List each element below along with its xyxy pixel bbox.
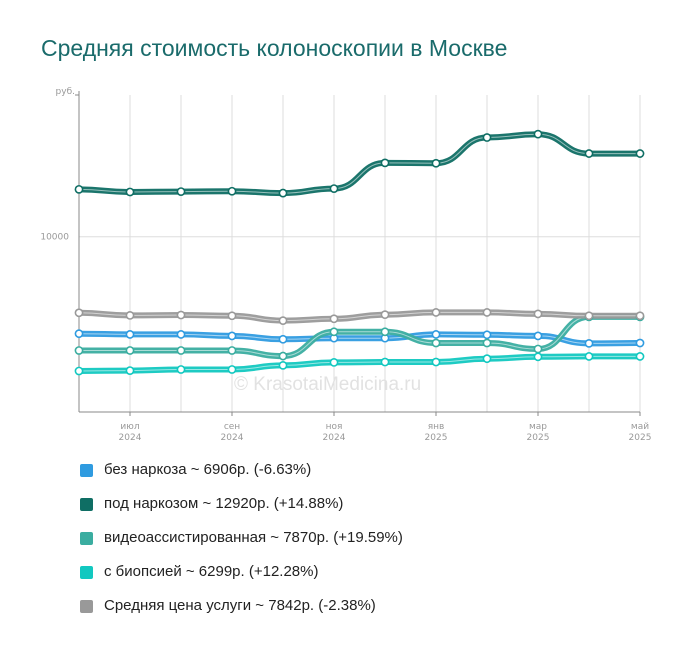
data-point: [74, 346, 84, 355]
data-point: [635, 311, 645, 321]
data-point: [227, 311, 237, 321]
data-point: [329, 327, 339, 337]
legend-label: под наркозом ~ 12920р. (+14.88%): [104, 495, 344, 512]
chart-points: [74, 129, 645, 376]
data-point: [635, 149, 645, 158]
x-tick-label-year: 2024: [221, 433, 244, 443]
data-point: [74, 308, 84, 318]
data-point: [176, 346, 186, 355]
data-point: [482, 338, 492, 348]
legend-label: с биопсией ~ 6299р. (+12.28%): [104, 563, 319, 580]
data-point: [125, 330, 135, 339]
data-point: [176, 365, 186, 374]
data-point: [176, 187, 186, 196]
x-tick-label-month: май: [631, 422, 649, 432]
data-point: [74, 366, 84, 376]
chart-title: Средняя стоимость колоноскопии в Москве: [41, 35, 508, 61]
line-chart: © KrasotaiMedicina.ru 10000руб.июл2024се…: [40, 87, 651, 443]
data-point: [278, 334, 288, 344]
x-tick-label-year: 2025: [425, 433, 448, 443]
data-point: [431, 330, 441, 339]
legend-item: без наркоза ~ 6906р. (-6.63%): [80, 459, 403, 493]
data-point: [584, 311, 594, 321]
data-point: [533, 344, 543, 354]
data-point: [482, 354, 492, 364]
data-point: [329, 314, 339, 324]
data-point: [584, 352, 594, 361]
data-point: [227, 365, 237, 374]
data-point: [125, 366, 135, 376]
data-point: [74, 329, 84, 339]
data-point: [380, 158, 390, 168]
x-tick-label-year: 2025: [527, 433, 550, 443]
data-point: [329, 357, 339, 367]
chart-legend: без наркоза ~ 6906р. (-6.63%) под наркозо…: [80, 459, 403, 629]
x-tick-label-year: 2024: [119, 433, 142, 443]
data-point: [125, 311, 135, 320]
data-point: [227, 186, 237, 196]
legend-label: без наркоза ~ 6906р. (-6.63%): [104, 461, 312, 478]
x-tick-label-year: 2024: [323, 433, 346, 443]
chart-axes: 10000руб.июл2024сен2024ноя2024янв2025мар…: [40, 87, 651, 443]
data-point: [125, 187, 135, 197]
data-point: [278, 351, 288, 361]
data-point: [227, 346, 237, 355]
data-point: [278, 360, 288, 370]
data-point: [431, 158, 441, 168]
x-tick-label-month: июл: [120, 422, 139, 432]
data-point: [533, 331, 543, 341]
data-point: [380, 310, 390, 320]
x-tick-label-month: ноя: [326, 422, 343, 432]
data-point: [482, 330, 492, 340]
legend-label: видеоассистированная ~ 7870р. (+19.59%): [104, 529, 403, 546]
data-point: [380, 327, 390, 337]
data-point: [635, 352, 645, 361]
series-line: [76, 131, 643, 197]
x-tick-label-month: сен: [224, 422, 240, 432]
series-line-highlight: [78, 333, 641, 344]
data-point: [635, 338, 645, 348]
legend-swatch: [80, 498, 93, 511]
x-tick-label-month: янв: [428, 422, 445, 432]
data-point: [380, 357, 390, 367]
x-tick-label-month: мар: [529, 422, 547, 432]
data-point: [176, 330, 186, 339]
data-point: [329, 184, 339, 194]
legend-swatch: [80, 532, 93, 545]
data-point: [431, 308, 441, 317]
legend-swatch: [80, 600, 93, 613]
data-point: [482, 308, 492, 317]
legend-item: под наркозом ~ 12920р. (+14.88%): [80, 493, 403, 527]
chart-series: [76, 131, 643, 374]
data-point: [533, 129, 543, 139]
legend-swatch: [80, 566, 93, 579]
legend-swatch: [80, 464, 93, 477]
data-point: [278, 316, 288, 326]
legend-label: Средняя цена услуги ~ 7842р. (-2.38%): [104, 597, 376, 614]
data-point: [533, 352, 543, 362]
data-point: [431, 357, 441, 367]
data-point: [176, 310, 186, 320]
x-tick-label-year: 2025: [629, 433, 652, 443]
watermark-text: © KrasotaiMedicina.ru: [234, 374, 421, 395]
series-line: [76, 353, 643, 374]
legend-item: видеоассистированная ~ 7870р. (+19.59%): [80, 527, 403, 561]
data-point: [227, 331, 237, 341]
data-point: [584, 338, 594, 348]
y-axis-unit-label: руб.: [56, 87, 75, 97]
data-point: [278, 188, 288, 198]
data-point: [431, 338, 441, 348]
data-point: [482, 133, 492, 142]
data-point: [74, 184, 84, 194]
legend-item: с биопсией ~ 6299р. (+12.28%): [80, 561, 403, 595]
data-point: [533, 309, 543, 319]
y-tick-label: 10000: [40, 233, 69, 243]
series-line-highlight: [78, 311, 640, 322]
legend-item: Средняя цена услуги ~ 7842р. (-2.38%): [80, 595, 403, 629]
data-point: [584, 149, 594, 158]
data-point: [125, 346, 135, 355]
series-line-highlight: [78, 355, 640, 372]
series-line-highlight: [78, 133, 640, 194]
